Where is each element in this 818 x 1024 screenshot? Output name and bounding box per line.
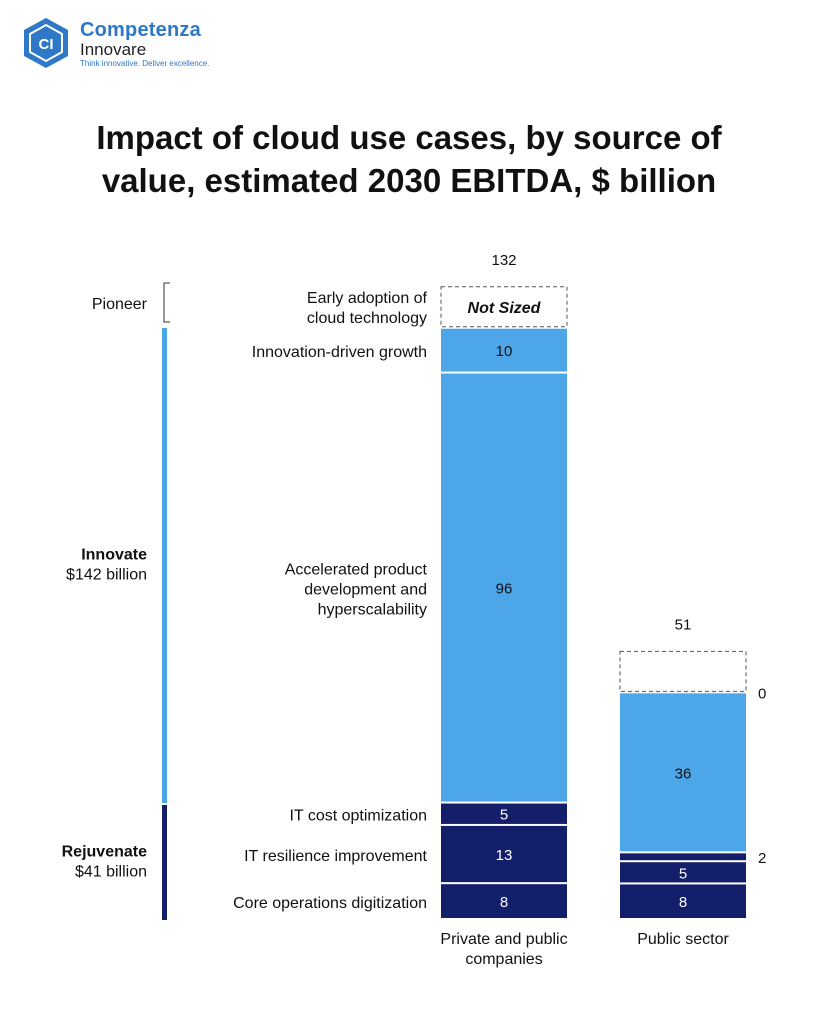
data-label: 36 — [675, 765, 692, 782]
bar-not-sized-1 — [440, 286, 568, 328]
chart-title-line-1: Impact of cloud use cases, by source of — [96, 119, 722, 156]
category-label-2: Public sector — [637, 931, 729, 948]
total-label-1: 132 — [491, 252, 516, 269]
data-label-0: 0 — [758, 685, 766, 702]
hexagon-logo-icon: CI — [24, 18, 68, 68]
segment-label-3: development and — [304, 582, 427, 599]
brand-logo: CI Competenza Innovare Think innovative.… — [20, 16, 220, 72]
brand-tagline: Think innovative. Deliver excellence. — [80, 59, 210, 68]
pioneer-bracket — [163, 282, 170, 323]
group-label-innovate: Innovate — [81, 547, 147, 564]
logo-letters: CI — [39, 36, 54, 53]
group-label-pioneer: Pioneer — [92, 296, 148, 313]
segment-label-6: Core operations digitization — [233, 895, 427, 912]
data-label-outside: 2 — [758, 850, 766, 867]
chart-title: Impact of cloud use cases, by source of … — [0, 116, 818, 202]
data-label: 8 — [500, 894, 508, 911]
data-label: 13 — [496, 847, 513, 864]
data-label: 5 — [679, 865, 687, 882]
segment-label-1: Early adoption of — [307, 290, 428, 307]
data-label: 5 — [500, 807, 508, 824]
brand-name: Competenza — [80, 19, 201, 41]
group-label-rejuvenate: Rejuvenate — [62, 844, 147, 861]
data-label: 10 — [496, 343, 513, 360]
segment-label-2: Innovation-driven growth — [252, 344, 427, 361]
segment-label-5: IT resilience improvement — [244, 848, 427, 865]
bar-segment-2-3 — [620, 693, 746, 852]
data-label: 8 — [679, 894, 687, 911]
segment-label-3: hyperscalability — [318, 602, 427, 619]
bar-segment-1-6 — [441, 884, 567, 918]
total-label-2: 51 — [675, 616, 692, 633]
data-label-not-sized: Not Sized — [468, 300, 542, 317]
category-label-1: companies — [465, 951, 542, 968]
category-label-1: Private and public — [440, 931, 567, 948]
group-amount-rejuvenate: $41 billion — [75, 864, 147, 881]
innovate-bracket-bar — [162, 328, 167, 803]
bar-segment-1-2 — [441, 328, 567, 372]
bar-segment-2-6 — [620, 884, 746, 918]
bar-segment-2-4 — [620, 853, 746, 861]
data-label: 96 — [496, 581, 513, 598]
segment-label-4: IT cost optimization — [289, 808, 427, 825]
group-amount-innovate: $142 billion — [66, 567, 147, 584]
bar-segment-1-3 — [441, 373, 567, 802]
bar-segment-2-5 — [620, 862, 746, 883]
bar-not-sized-2 — [619, 650, 747, 692]
bar-segment-1-4 — [441, 803, 567, 824]
segment-label-3: Accelerated product — [285, 562, 428, 579]
bar-segment-1-5 — [441, 825, 567, 883]
chart-title-line-2: value, estimated 2030 EBITDA, $ billion — [101, 162, 717, 199]
segment-label-1: cloud technology — [307, 310, 427, 327]
rejuvenate-bracket-bar — [162, 805, 167, 920]
brand-subname: Innovare — [80, 40, 147, 59]
